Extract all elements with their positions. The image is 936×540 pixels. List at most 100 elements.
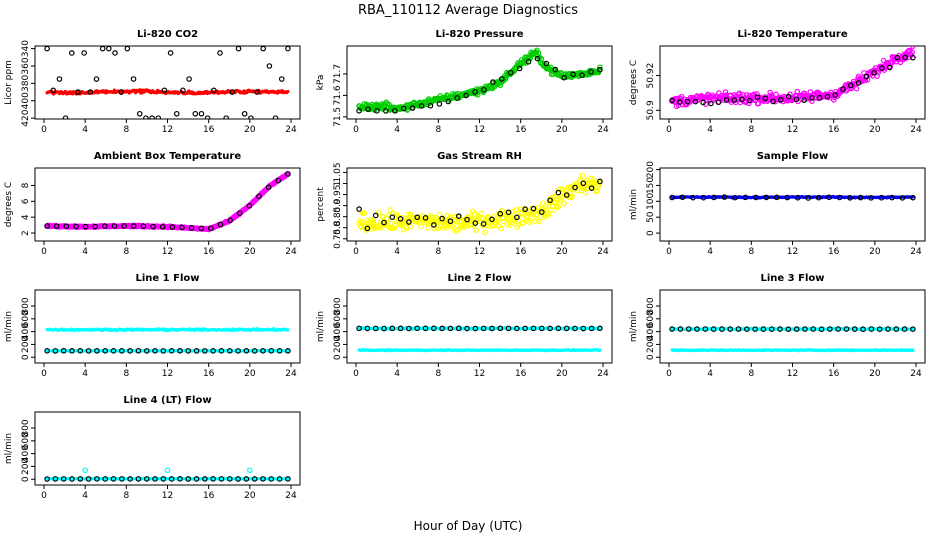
data-point-black <box>356 325 362 332</box>
x-tick-label: 24 <box>285 125 297 135</box>
x-tick-label: 16 <box>203 247 215 257</box>
data-point-yellow <box>443 225 449 231</box>
data-point-black <box>677 99 683 105</box>
y-tick-label: 0 <box>21 476 31 482</box>
data-point-black <box>690 194 696 201</box>
data-point-black <box>130 76 137 82</box>
data-point-black <box>561 74 568 81</box>
data-point-cyan-upper <box>598 326 602 330</box>
x-tick-label: 0 <box>41 491 47 501</box>
x-tick-label: 20 <box>869 125 881 135</box>
x-tick-label: 20 <box>556 247 568 257</box>
data-point-black <box>855 80 862 86</box>
data-point-black <box>185 476 192 482</box>
data-point-black <box>677 326 684 332</box>
panel-5: Gas Stream RH0 4 8 12 16 20 240.750.80.850.90.… <box>316 151 613 257</box>
data-point-yellow <box>452 213 459 220</box>
y-tick-label: 200 <box>333 336 343 353</box>
data-point-black <box>514 214 520 221</box>
data-point-yellow <box>540 200 546 207</box>
y-tick-label: 50.9 <box>646 100 656 120</box>
plot-frame <box>659 289 926 364</box>
y-tick-label: 400 <box>21 323 31 340</box>
y-tick-label: 800 <box>21 419 31 436</box>
data-point-black <box>785 326 792 332</box>
x-tick-label: 0 <box>666 247 672 257</box>
series-group <box>356 47 603 114</box>
data-point-black <box>801 97 807 103</box>
data-point-black <box>802 326 808 332</box>
data-point-yellow <box>370 217 376 224</box>
series-group <box>669 46 916 110</box>
y-axis-label: degrees C <box>629 60 639 105</box>
x-tick-label: 24 <box>597 247 609 257</box>
y-tick-label: 4 <box>21 214 31 220</box>
data-point-black <box>547 197 553 204</box>
data-point-black <box>847 195 853 201</box>
data-point-black <box>588 69 594 75</box>
y-axis-label: ml/min <box>629 189 639 220</box>
data-point-black <box>60 347 67 354</box>
y-tick-label: 800 <box>333 297 343 314</box>
x-tick-label: 24 <box>910 247 922 257</box>
data-point-black <box>809 95 815 101</box>
x-tick-label: 4 <box>707 247 713 257</box>
x-tick-label: 4 <box>82 491 88 501</box>
data-point-black <box>124 46 131 52</box>
data-point-black <box>826 194 832 201</box>
data-point-black <box>530 325 537 332</box>
x-tick-label: 16 <box>515 369 527 379</box>
y-tick-label: 400 <box>21 445 31 462</box>
data-point-black <box>82 223 89 230</box>
data-point-black <box>397 325 404 332</box>
plot-frame <box>659 45 926 120</box>
data-point-yellow <box>454 218 460 225</box>
data-point-black <box>44 476 50 482</box>
data-point-black <box>805 195 812 201</box>
data-point-black <box>752 326 758 332</box>
data-point-black <box>246 202 253 209</box>
x-tick-label: 12 <box>162 369 173 379</box>
x-tick-label: 8 <box>435 369 441 379</box>
y-tick-label: 8 <box>21 182 31 188</box>
x-tick-label: 4 <box>394 125 400 135</box>
data-point-black <box>149 115 155 119</box>
data-point-black <box>879 65 885 71</box>
data-point-black <box>169 224 176 230</box>
data-point-black <box>143 476 150 482</box>
data-point-magenta <box>864 77 871 83</box>
data-point-black <box>498 76 505 82</box>
data-point-magenta <box>853 85 860 92</box>
data-point-black <box>700 99 706 106</box>
data-point-black <box>480 221 487 227</box>
data-point-black <box>422 325 429 332</box>
data-point-black <box>685 326 692 332</box>
data-point-black <box>143 115 149 119</box>
y-tick-label: 200 <box>646 336 656 353</box>
data-point-black <box>356 206 362 212</box>
x-tick-label: 16 <box>203 491 215 501</box>
data-point-black <box>431 222 437 228</box>
data-point-black <box>847 82 854 89</box>
data-point-black <box>439 325 445 332</box>
data-point-black <box>211 87 217 94</box>
y-tick-label: 50.92 <box>646 63 656 89</box>
y-tick-label: 340 <box>21 40 31 57</box>
data-point-black <box>860 326 866 333</box>
data-point-black <box>364 225 371 232</box>
x-tick-label: 16 <box>515 247 527 257</box>
series-group <box>356 172 603 236</box>
figure-title: RBA_110112 Average Diagnostics <box>358 3 578 18</box>
series-group <box>44 46 291 119</box>
data-point-black <box>570 71 576 77</box>
x-tick-label: 24 <box>597 125 609 135</box>
data-point-yellow <box>425 225 431 231</box>
data-point-black <box>217 50 223 56</box>
x-tick-label: 24 <box>285 247 297 257</box>
data-point-yellow <box>478 210 485 217</box>
data-point-black <box>702 326 709 332</box>
data-point-yellow <box>542 203 549 210</box>
data-point-black <box>217 221 224 228</box>
